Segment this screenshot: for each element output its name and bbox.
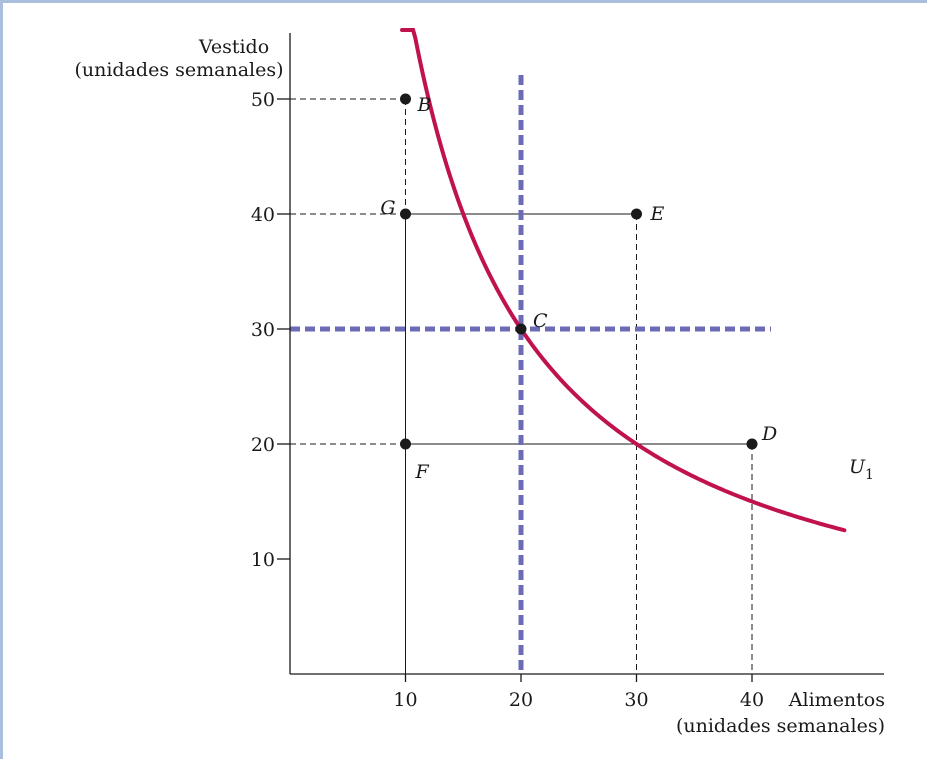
point-label-D: D: [761, 423, 777, 445]
x-axis-title: Alimentos: [788, 689, 885, 711]
point-F: [400, 438, 411, 450]
point-E: [631, 208, 642, 220]
point-label-E: E: [650, 203, 665, 225]
y-tick-label-10: 10: [251, 549, 275, 571]
point-label-F: F: [415, 461, 430, 483]
y-axis-units: (unidades semanales): [74, 59, 283, 81]
data-points: B G E C D F: [380, 93, 777, 483]
axes: [289, 33, 884, 675]
point-B: [400, 93, 411, 105]
curve-label-subscript: 1: [865, 467, 874, 483]
point-label-C: C: [533, 310, 548, 332]
point-C: [515, 323, 527, 335]
point-label-G: G: [380, 197, 395, 219]
x-tick-label-30: 30: [624, 689, 648, 711]
tick-labels: 10 20 30 40 10 20 30 40 50: [251, 89, 764, 711]
y-tick-label-30: 30: [251, 319, 275, 341]
indifference-curve-u1: [400, 28, 847, 533]
reference-lines: [290, 75, 771, 674]
x-tick-label-20: 20: [509, 689, 533, 711]
point-G: [400, 208, 411, 220]
x-axis-units: (unidades semanales): [676, 715, 885, 737]
point-D: [746, 438, 758, 450]
y-tick-label-40: 40: [251, 204, 275, 226]
y-tick-label-20: 20: [251, 434, 275, 456]
curve-label: U1: [849, 456, 874, 483]
x-tick-label-10: 10: [393, 689, 417, 711]
x-tick-label-40: 40: [740, 689, 764, 711]
y-tick-label-50: 50: [251, 89, 275, 111]
y-axis-title: Vestido: [198, 36, 269, 58]
curve-label-base: U: [849, 456, 866, 478]
point-label-B: B: [417, 94, 432, 116]
indifference-chart: 10 20 30 40 10 20 30 40 50 B G E C D F Vestido (unida…: [74, 28, 885, 737]
